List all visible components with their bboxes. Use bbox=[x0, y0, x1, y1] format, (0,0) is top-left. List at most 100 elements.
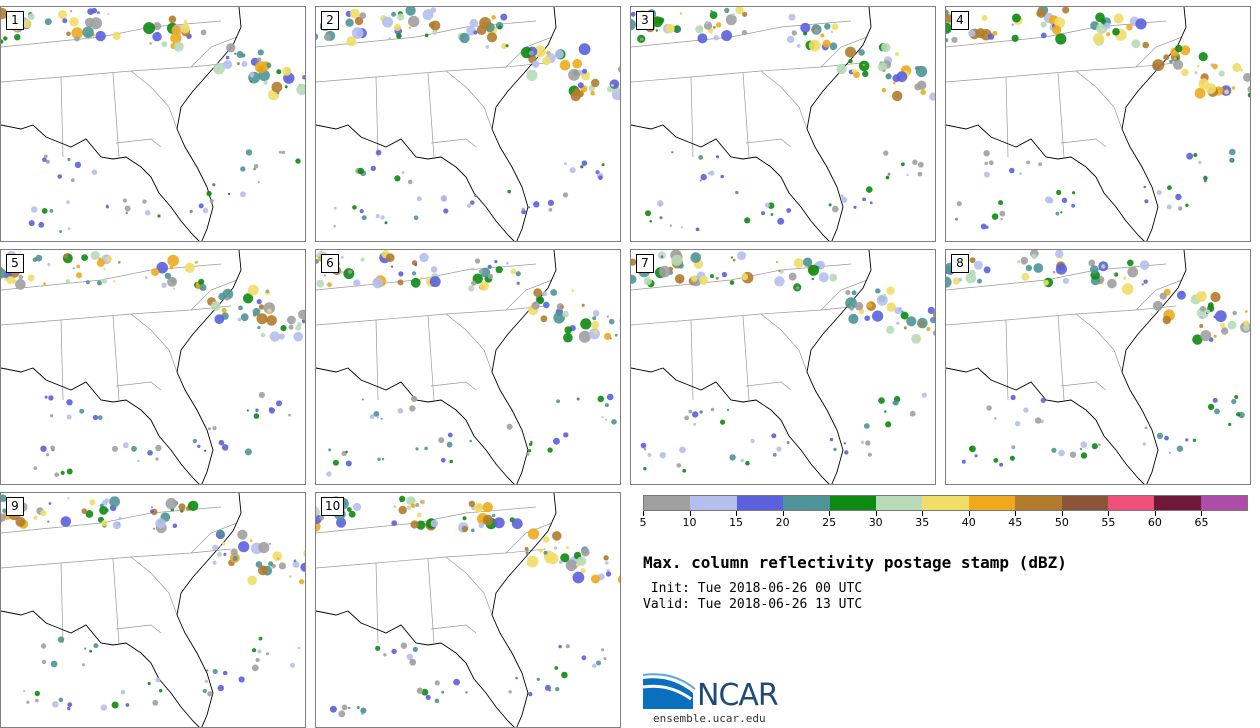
colorbar-tick bbox=[922, 511, 924, 516]
reflectivity-echo bbox=[280, 325, 287, 332]
reflectivity-map bbox=[631, 7, 935, 241]
reflectivity-echo bbox=[252, 307, 261, 316]
reflectivity-echo bbox=[333, 225, 336, 228]
reflectivity-echo bbox=[44, 395, 48, 399]
reflectivity-echo bbox=[1175, 44, 1183, 53]
reflectivity-echo bbox=[255, 657, 260, 663]
logo-text: NCAR bbox=[697, 678, 779, 713]
reflectivity-echo bbox=[729, 280, 735, 285]
reflectivity-echo bbox=[256, 313, 268, 325]
reflectivity-echo bbox=[167, 276, 177, 287]
reflectivity-echo bbox=[1034, 417, 1042, 424]
colorbar-segment bbox=[1061, 496, 1108, 510]
reflectivity-echo bbox=[172, 523, 178, 529]
reflectivity-echo bbox=[66, 468, 73, 475]
reflectivity-echo bbox=[700, 173, 707, 181]
reflectivity-echo bbox=[470, 200, 475, 205]
coastline bbox=[491, 250, 557, 484]
reflectivity-echo bbox=[764, 202, 770, 208]
reflectivity-echo bbox=[866, 186, 873, 193]
reflectivity-echo bbox=[542, 291, 547, 297]
state-border bbox=[820, 279, 868, 311]
coastline bbox=[1, 367, 200, 484]
reflectivity-echo bbox=[421, 688, 429, 696]
reflectivity-echo bbox=[721, 271, 728, 278]
reflectivity-echo bbox=[671, 151, 674, 154]
reflectivity-echo bbox=[528, 692, 533, 697]
member-panel-1: 1 bbox=[0, 6, 306, 242]
reflectivity-echo bbox=[155, 518, 166, 529]
reflectivity-echo bbox=[853, 205, 857, 209]
state-border bbox=[375, 319, 379, 401]
reflectivity-echo bbox=[603, 657, 607, 661]
reflectivity-echo bbox=[918, 161, 924, 168]
reflectivity-echo bbox=[412, 271, 417, 276]
reflectivity-echo bbox=[238, 305, 243, 311]
reflectivity-echo bbox=[1139, 260, 1150, 270]
state-border bbox=[60, 76, 64, 158]
reflectivity-echo bbox=[15, 516, 26, 527]
reflectivity-echo bbox=[920, 89, 926, 96]
reflectivity-echo bbox=[249, 71, 255, 77]
reflectivity-echo bbox=[212, 560, 217, 565]
reflectivity-echo bbox=[198, 203, 204, 209]
reflectivity-echo bbox=[409, 405, 416, 412]
colorbar-tick-label: 60 bbox=[1147, 516, 1162, 529]
reflectivity-echo bbox=[1090, 265, 1099, 274]
reflectivity-echo bbox=[415, 447, 419, 451]
reflectivity-echo bbox=[876, 294, 888, 306]
reflectivity-echo bbox=[829, 273, 838, 282]
reflectivity-echo bbox=[563, 162, 567, 166]
reflectivity-echo bbox=[147, 681, 151, 686]
state-border bbox=[375, 562, 379, 644]
state-border bbox=[1057, 72, 1065, 158]
reflectivity-echo bbox=[775, 260, 779, 264]
reflectivity-echo bbox=[316, 254, 317, 258]
reflectivity-echo bbox=[1236, 412, 1241, 417]
reflectivity-echo bbox=[122, 198, 127, 203]
colorbar-tick bbox=[1154, 511, 1156, 516]
reflectivity-echo bbox=[373, 411, 380, 417]
reflectivity-echo bbox=[548, 208, 553, 212]
reflectivity-echo bbox=[1175, 193, 1182, 201]
reflectivity-echo bbox=[394, 175, 401, 182]
reflectivity-echo bbox=[173, 41, 184, 52]
reflectivity-echo bbox=[293, 331, 304, 342]
reflectivity-echo bbox=[1088, 259, 1096, 267]
reflectivity-echo bbox=[221, 307, 227, 313]
reflectivity-echo bbox=[104, 498, 110, 503]
reflectivity-echo bbox=[41, 659, 47, 665]
reflectivity-echo bbox=[858, 60, 870, 72]
reflectivity-echo bbox=[604, 332, 612, 340]
reflectivity-echo bbox=[640, 442, 647, 449]
reflectivity-echo bbox=[482, 514, 494, 526]
state-border bbox=[375, 76, 379, 158]
figure-title: Max. column reflectivity postage stamp (… bbox=[643, 553, 1067, 572]
reflectivity-echo bbox=[214, 314, 225, 325]
state-border bbox=[190, 279, 238, 311]
reflectivity-echo bbox=[372, 277, 384, 289]
reflectivity-echo bbox=[383, 653, 387, 657]
reflectivity-echo bbox=[384, 221, 388, 225]
reflectivity-echo bbox=[811, 277, 814, 281]
reflectivity-echo bbox=[659, 452, 666, 459]
reflectivity-echo bbox=[906, 173, 909, 177]
reflectivity-echo bbox=[1207, 403, 1215, 411]
reflectivity-echo bbox=[31, 206, 38, 213]
reflectivity-echo bbox=[429, 276, 441, 288]
state-border bbox=[112, 558, 120, 644]
reflectivity-echo bbox=[699, 179, 702, 182]
reflectivity-echo bbox=[958, 277, 963, 282]
reflectivity-echo bbox=[606, 315, 609, 318]
state-border bbox=[445, 70, 493, 130]
coastline bbox=[1121, 250, 1187, 484]
reflectivity-echo bbox=[213, 62, 225, 75]
reflectivity-echo bbox=[1060, 211, 1063, 214]
reflectivity-echo bbox=[295, 324, 302, 331]
reflectivity-echo bbox=[238, 676, 245, 683]
colorbar-tick bbox=[736, 511, 738, 516]
reflectivity-echo bbox=[548, 689, 551, 692]
reflectivity-echo bbox=[715, 276, 719, 280]
colorbar-segment bbox=[1200, 496, 1248, 510]
reflectivity-echo bbox=[40, 445, 47, 452]
